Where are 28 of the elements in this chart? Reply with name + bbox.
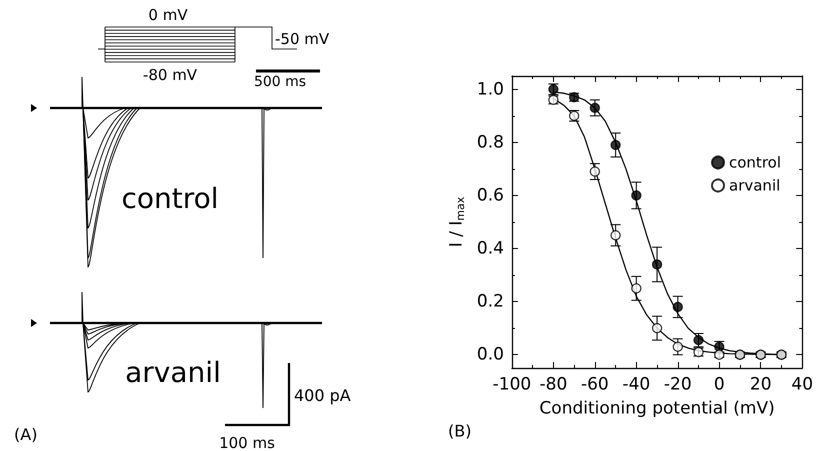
x-tick-label: -20	[664, 374, 692, 394]
y-tick-label: 0.4	[476, 238, 504, 259]
y-tick-label: 0.2	[476, 292, 504, 312]
text: (A)	[14, 425, 38, 444]
x-tick-label: 40	[791, 374, 814, 394]
x-axis-title: Conditioning potential (mV)	[539, 398, 775, 418]
text: 500 ms	[254, 74, 306, 90]
legend-label: control	[729, 154, 782, 172]
text: (B)	[448, 422, 472, 440]
x-tick-label: 0	[714, 374, 725, 394]
y-tick-label: 0.6	[476, 185, 504, 206]
x-tick-label: -40	[622, 374, 650, 394]
x-tick-label: -100	[492, 374, 532, 394]
x-tick-label: -60	[580, 374, 609, 394]
text: -80 mV	[142, 66, 198, 84]
y-tick-label: 1.0	[476, 79, 504, 100]
text: control	[121, 182, 219, 215]
y-tick-label: 0.8	[476, 132, 504, 152]
x-tick-label: -80	[540, 374, 568, 394]
text: 100 ms	[219, 434, 276, 451]
y-tick-label: 0.0	[476, 344, 504, 365]
y-axis-title: I / Imax	[446, 196, 467, 248]
text: arvanil	[125, 356, 221, 389]
legend-label: arvanil	[729, 176, 780, 194]
text: -50 mV	[275, 30, 330, 48]
text: 400 pA	[294, 386, 351, 405]
x-tick-label: 20	[750, 374, 772, 394]
text: 0 mV	[148, 6, 188, 24]
